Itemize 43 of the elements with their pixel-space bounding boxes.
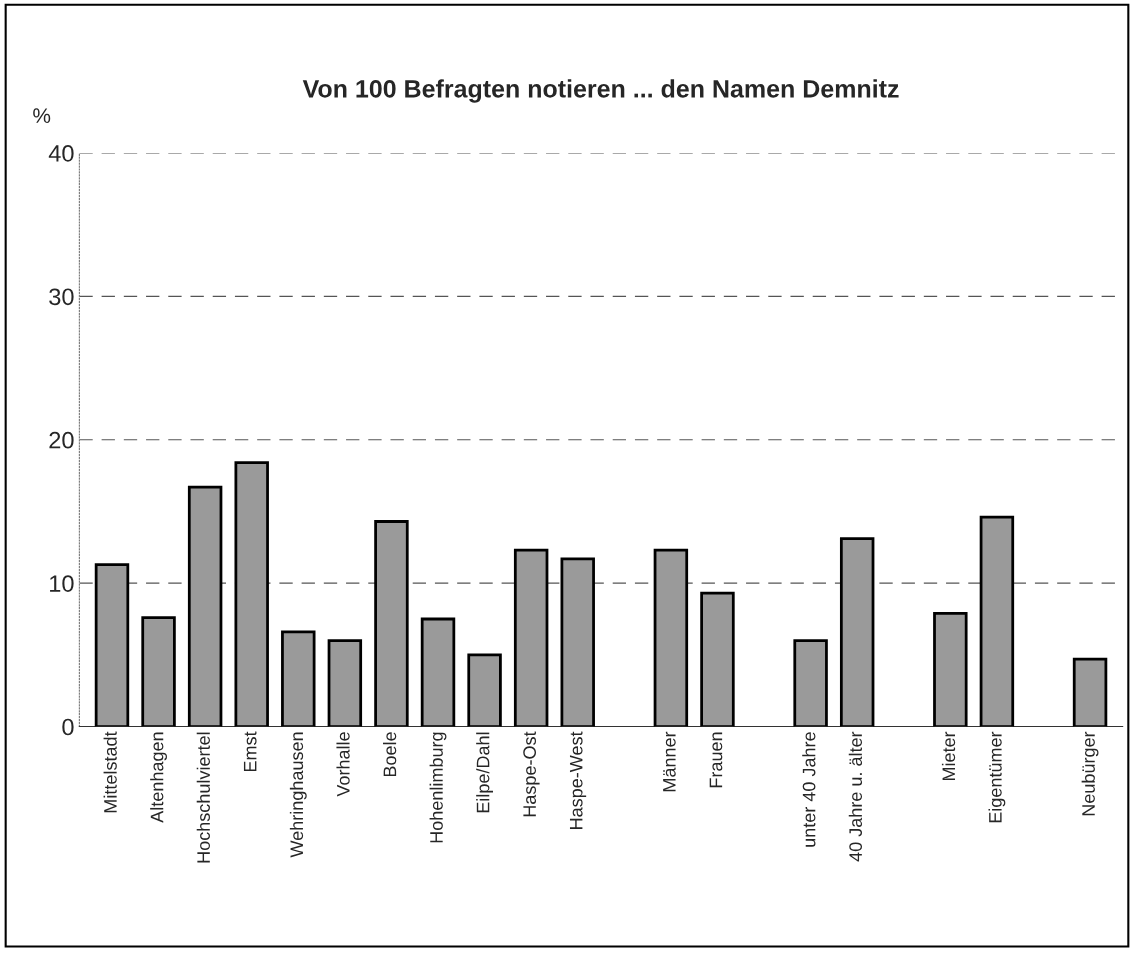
bar: [327, 639, 363, 727]
x-tick-label: Haspe-Ost: [523, 731, 540, 817]
bar: [374, 520, 409, 727]
bar: [560, 557, 595, 727]
bar: [187, 485, 223, 727]
x-tick-label: Hochschulviertel: [196, 732, 210, 863]
x-tick-label: Männer: [663, 731, 676, 792]
y-axis-title: %: [33, 108, 51, 123]
x-tick-label: Mittelstadt: [103, 731, 117, 813]
x-tick-label: Mieter: [941, 731, 956, 781]
bar: [234, 461, 269, 727]
bar: [141, 616, 176, 727]
bar: [420, 617, 456, 727]
x-tick-label: Eilpe/Dahl: [476, 732, 493, 813]
x-tick-label: Hohenlimburg: [429, 732, 447, 843]
y-tick-label: 40: [48, 145, 74, 162]
x-tick-label: Neubürger: [1081, 731, 1099, 816]
x-tick-label: 40 Jahre u. älter: [848, 731, 863, 862]
bar: [467, 653, 502, 727]
x-tick-label: Vorhalle: [336, 732, 350, 797]
x-tick-label: unter 40 Jahre: [802, 732, 816, 847]
y-tick-label: 20: [49, 431, 74, 449]
bar: [653, 548, 689, 727]
x-tick-label: Eigentümer: [988, 731, 1006, 823]
bar: [94, 563, 130, 727]
bar: [513, 548, 549, 727]
bar: [793, 639, 828, 727]
y-tick-label: 0: [62, 718, 74, 736]
y-tick-label: 10: [50, 575, 74, 592]
x-tick-label: Altenhagen: [150, 732, 167, 823]
bar: [700, 591, 735, 727]
x-tick-label: Frauen: [709, 732, 723, 788]
bar: [933, 611, 968, 727]
x-tick-label: Haspe-West: [569, 731, 587, 829]
x-tick-label: Wehringhausen: [289, 732, 307, 858]
bar: [1072, 657, 1108, 727]
bar: [281, 630, 316, 727]
bar: [839, 537, 875, 727]
bar: [979, 515, 1015, 727]
x-tick-label: Emst: [243, 731, 257, 772]
y-tick-label: 30: [49, 288, 74, 306]
x-tick-label: Boele: [383, 732, 397, 777]
chart-title: Von 100 Befragten notieren ... den Namen Demnitz: [302, 79, 899, 103]
